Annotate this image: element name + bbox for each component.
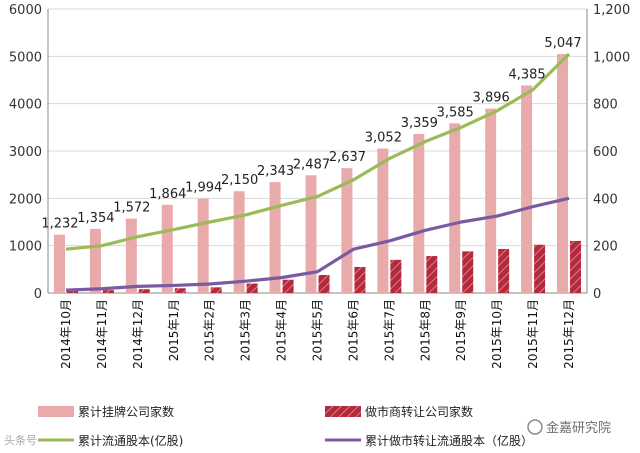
bar-listed bbox=[53, 234, 65, 293]
right-tick-label: 400 bbox=[593, 192, 618, 207]
bar-listed bbox=[269, 182, 281, 293]
category-label: 2015年4月 bbox=[275, 299, 289, 361]
bar-market-maker bbox=[282, 279, 294, 293]
bar-listed bbox=[377, 148, 389, 293]
right-tick-label: 1,000 bbox=[593, 50, 630, 65]
category-label: 2015年2月 bbox=[203, 299, 217, 361]
legend: 累计挂牌公司家数 做市商转让公司家数 累计流通股本(亿股) 累计做市转让流通股本… bbox=[38, 404, 533, 448]
legend-label-market-maker: 做市商转让公司家数 bbox=[365, 404, 473, 419]
bar-market-maker bbox=[462, 251, 474, 293]
bar-listed bbox=[449, 123, 461, 293]
data-labels: 1,2321,3541,5721,8641,9942,1502,3432,487… bbox=[41, 36, 581, 232]
axes: 0 1000 2000 3000 4000 5000 6000 0 200 400 600 800 1,… bbox=[9, 3, 630, 302]
bar-listed bbox=[485, 108, 497, 294]
watermark-left: 头条号 bbox=[4, 433, 37, 447]
category-label: 2015年9月 bbox=[454, 299, 468, 361]
bar-market-maker bbox=[174, 288, 186, 293]
bar-listed bbox=[413, 134, 425, 293]
bar-series bbox=[53, 54, 582, 294]
data-label-listed: 1,572 bbox=[113, 201, 150, 216]
left-tick-label: 5000 bbox=[9, 50, 42, 65]
bar-market-maker bbox=[534, 244, 546, 293]
category-label: 2015年3月 bbox=[239, 299, 253, 361]
data-label-listed: 2,637 bbox=[329, 150, 366, 165]
data-label-listed: 3,052 bbox=[365, 131, 402, 146]
category-label: 2015年8月 bbox=[418, 299, 432, 361]
right-tick-label: 800 bbox=[593, 98, 618, 113]
left-tick-label: 4000 bbox=[9, 98, 42, 113]
bar-market-maker bbox=[498, 248, 510, 293]
bar-market-maker bbox=[66, 290, 78, 293]
bar-market-maker bbox=[426, 256, 438, 293]
bar-listed bbox=[233, 191, 245, 293]
legend-swatch-market-maker bbox=[325, 406, 361, 417]
bar-market-maker bbox=[246, 283, 258, 293]
category-label: 2015年11月 bbox=[526, 299, 540, 369]
data-label-listed: 3,896 bbox=[473, 91, 510, 106]
right-tick-label: 1,200 bbox=[593, 3, 630, 18]
category-label: 2015年12月 bbox=[562, 299, 576, 369]
watermark: 头条号 金嘉研究院 bbox=[4, 419, 611, 447]
left-tick-label: 2000 bbox=[9, 192, 42, 207]
data-label-listed: 1,354 bbox=[77, 211, 114, 226]
right-tick-label: 200 bbox=[593, 240, 618, 255]
data-label-listed: 3,585 bbox=[437, 105, 474, 120]
bar-market-maker bbox=[570, 240, 582, 293]
data-label-listed: 5,047 bbox=[544, 36, 581, 51]
bar-listed bbox=[89, 228, 101, 293]
bar-listed bbox=[521, 85, 533, 294]
watermark-right: 金嘉研究院 bbox=[546, 420, 611, 436]
category-label: 2015年1月 bbox=[167, 299, 181, 361]
line-float-shares bbox=[65, 52, 571, 251]
data-label-listed: 1,994 bbox=[185, 181, 222, 196]
category-label: 2015年6月 bbox=[346, 299, 360, 361]
left-tick-label: 0 bbox=[34, 287, 42, 302]
legend-label-float: 累计流通股本(亿股) bbox=[78, 433, 183, 448]
category-label: 2015年10月 bbox=[490, 299, 504, 369]
bar-market-maker bbox=[138, 289, 150, 293]
line-series bbox=[65, 52, 571, 292]
legend-label-mm-float: 累计做市转让流通股本（亿股） bbox=[365, 433, 533, 448]
bar-market-maker bbox=[390, 259, 402, 293]
category-label: 2014年11月 bbox=[95, 299, 109, 369]
legend-swatch-listed bbox=[38, 406, 74, 417]
data-label-listed: 3,359 bbox=[401, 116, 438, 131]
right-tick-label: 600 bbox=[593, 145, 618, 160]
bar-market-maker bbox=[318, 275, 330, 293]
watermark-logo-icon bbox=[527, 419, 543, 435]
bar-listed bbox=[557, 54, 569, 293]
bar-market-maker bbox=[102, 290, 114, 293]
category-labels: 2014年10月 2014年11月 2014年12月 2015年1月 2015年2月 20… bbox=[59, 299, 576, 369]
bar-listed bbox=[305, 175, 317, 293]
bar-listed bbox=[197, 198, 209, 293]
bar-market-maker bbox=[354, 266, 366, 293]
data-label-listed: 1,864 bbox=[149, 187, 186, 202]
right-tick-label: 0 bbox=[593, 287, 601, 302]
category-label: 2015年7月 bbox=[382, 299, 396, 361]
category-label: 2015年5月 bbox=[311, 299, 325, 361]
category-label: 2014年10月 bbox=[59, 299, 73, 369]
line-mm-float-shares bbox=[65, 196, 570, 292]
bar-listed bbox=[161, 204, 173, 293]
data-label-listed: 2,343 bbox=[257, 164, 294, 179]
gridlines bbox=[48, 8, 587, 294]
data-label-listed: 4,385 bbox=[508, 67, 545, 82]
data-label-listed: 2,487 bbox=[293, 157, 330, 172]
data-label-listed: 1,232 bbox=[41, 217, 78, 232]
left-tick-label: 1000 bbox=[9, 240, 42, 255]
data-label-listed: 2,150 bbox=[221, 173, 258, 188]
left-tick-label: 3000 bbox=[9, 145, 42, 160]
left-tick-label: 6000 bbox=[9, 3, 42, 18]
legend-label-listed: 累计挂牌公司家数 bbox=[78, 404, 174, 419]
bar-listed bbox=[341, 168, 353, 293]
bar-market-maker bbox=[210, 287, 222, 293]
bar-listed bbox=[125, 218, 137, 293]
category-label: 2014年12月 bbox=[131, 299, 145, 369]
